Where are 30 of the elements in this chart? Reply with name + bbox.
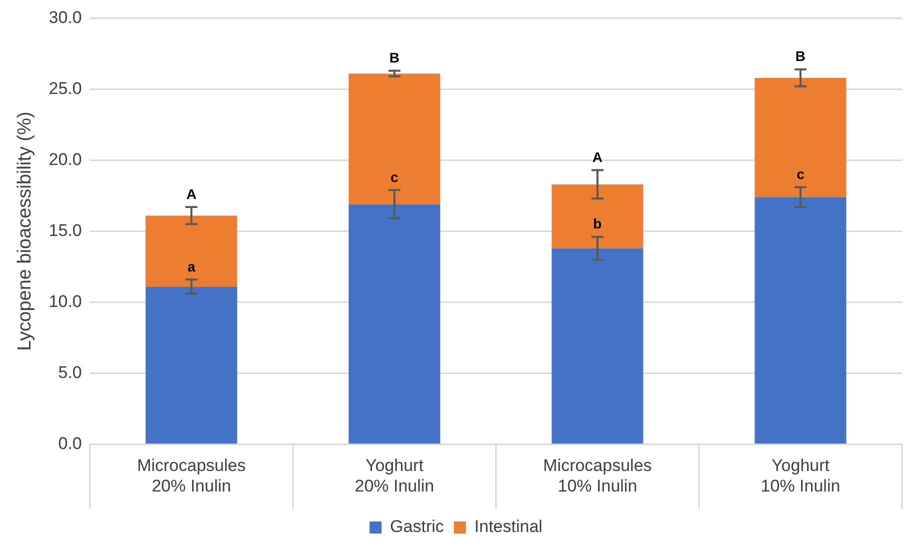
x-tick-label: Microcapsules 20% Inulin bbox=[137, 456, 246, 496]
y-axis-title: Lycopene bioacessibility (%) bbox=[14, 112, 36, 351]
bar bbox=[348, 204, 440, 444]
annotation: B bbox=[795, 48, 806, 64]
y-tick-label: 10.0 bbox=[48, 292, 82, 311]
annotation: c bbox=[796, 166, 805, 182]
annotation: c bbox=[390, 168, 399, 185]
bar bbox=[754, 78, 846, 198]
annotation: A bbox=[592, 149, 603, 165]
y-tick-label: 5.0 bbox=[58, 362, 82, 382]
bar bbox=[348, 74, 440, 204]
annotation: b bbox=[593, 216, 602, 232]
y-tick-label: 20.0 bbox=[48, 150, 82, 169]
bar bbox=[754, 197, 846, 444]
x-tick-label: Yoghurt 20% Inulin bbox=[354, 456, 434, 496]
bar bbox=[146, 216, 238, 287]
legend-label: Intestinal bbox=[474, 517, 542, 536]
y-tick-label: 0.0 bbox=[58, 434, 82, 453]
x-tick-label: Microcapsules 10% Inulin bbox=[543, 456, 652, 496]
bar bbox=[552, 248, 644, 444]
legend-label: Gastric bbox=[390, 517, 444, 536]
y-tick-label: 15.0 bbox=[48, 220, 82, 240]
y-tick-label: 25.0 bbox=[48, 78, 82, 98]
annotation: A bbox=[186, 186, 196, 202]
x-tick-label: Yoghurt 10% Inulin bbox=[760, 456, 840, 496]
bar bbox=[552, 184, 644, 248]
annotation: B bbox=[389, 50, 400, 66]
y-tick-label: 30.0 bbox=[48, 8, 82, 27]
annotation: a bbox=[188, 258, 196, 274]
bar bbox=[146, 286, 238, 444]
